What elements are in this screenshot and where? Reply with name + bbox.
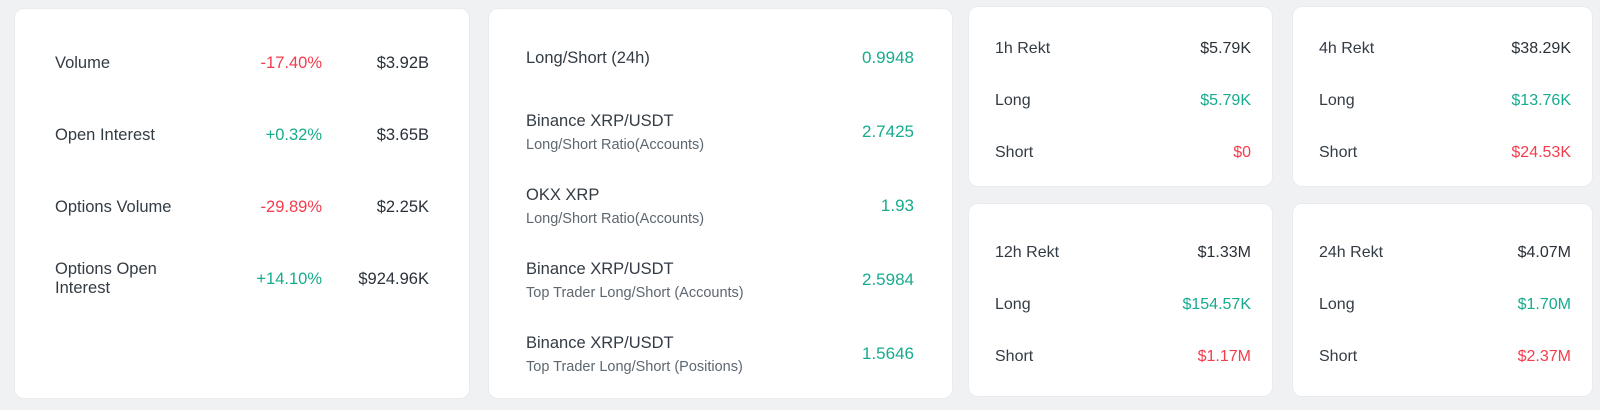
ratio-labels: OKX XRP Long/Short Ratio(Accounts): [526, 186, 881, 227]
ratio-label: OKX XRP: [526, 185, 600, 204]
rekt-short-value: $2.37M: [1517, 348, 1571, 365]
short-label: Short: [1319, 348, 1358, 365]
stat-change: +14.10%: [256, 269, 322, 288]
stat-row-open-interest: Open Interest +0.32% $3.65B: [55, 99, 429, 171]
market-stats-card: Volume -17.40% $3.92B Open Interest +0.3…: [14, 8, 470, 399]
rekt-card-12h: 12h Rekt $1.33M Long $154.57K Short $1.1…: [968, 203, 1273, 397]
rekt-short-value: $1.17M: [1197, 348, 1251, 365]
long-short-ratio-card: Long/Short (24h) 0.9948 Binance XRP/USDT…: [488, 8, 953, 399]
long-label: Long: [1319, 92, 1355, 109]
rekt-total: $1.33M: [1197, 244, 1251, 261]
long-label: Long: [995, 92, 1031, 109]
ratio-labels: Binance XRP/USDT Long/Short Ratio(Accoun…: [526, 112, 862, 153]
ratio-row-top-trader-accounts: Binance XRP/USDT Top Trader Long/Short (…: [526, 243, 914, 317]
ratio-value: 0.9948: [862, 48, 914, 67]
stat-row-options-open-interest: Options Open Interest +14.10% $924.96K: [55, 243, 429, 315]
ratio-labels: Binance XRP/USDT Top Trader Long/Short (…: [526, 334, 862, 375]
rekt-long-row: Long $154.57K: [995, 279, 1251, 331]
rekt-title: 24h Rekt: [1319, 244, 1384, 261]
ratio-sublabel: Top Trader Long/Short (Accounts): [526, 284, 744, 301]
ratio-value: 1.5646: [862, 344, 914, 363]
rekt-card-1h: 1h Rekt $5.79K Long $5.79K Short $0: [968, 6, 1273, 187]
stat-change: -29.89%: [260, 197, 322, 216]
rekt-long-row: Long $13.76K: [1319, 75, 1571, 127]
ratio-sublabel: Long/Short Ratio(Accounts): [526, 210, 705, 227]
ratio-value: 2.7425: [862, 122, 914, 141]
rekt-card-24h: 24h Rekt $4.07M Long $1.70M Short $2.37M: [1292, 203, 1593, 397]
rekt-short-row: Short $24.53K: [1319, 127, 1571, 179]
rekt-title-row: 12h Rekt $1.33M: [995, 227, 1251, 279]
rekt-short-row: Short $2.37M: [1319, 331, 1571, 383]
rekt-title-row: 4h Rekt $38.29K: [1319, 23, 1571, 75]
stat-value: $3.92B: [376, 53, 429, 72]
ratio-row-long-short-24h: Long/Short (24h) 0.9948: [526, 21, 914, 95]
rekt-total: $38.29K: [1511, 40, 1571, 57]
long-label: Long: [995, 296, 1031, 313]
rekt-title: 1h Rekt: [995, 40, 1051, 57]
ratio-row-okx-accounts: OKX XRP Long/Short Ratio(Accounts) 1.93: [526, 169, 914, 243]
rekt-short-row: Short $0: [995, 127, 1251, 179]
stat-value: $924.96K: [358, 269, 429, 288]
ratio-sublabel: Top Trader Long/Short (Positions): [526, 358, 743, 375]
ratio-row-binance-accounts: Binance XRP/USDT Long/Short Ratio(Accoun…: [526, 95, 914, 169]
rekt-long-value: $5.79K: [1200, 92, 1251, 109]
ratio-row-top-trader-positions: Binance XRP/USDT Top Trader Long/Short (…: [526, 317, 914, 391]
rekt-title: 4h Rekt: [1319, 40, 1375, 57]
rekt-title-row: 24h Rekt $4.07M: [1319, 227, 1571, 279]
stat-row-options-volume: Options Volume -29.89% $2.25K: [55, 171, 429, 243]
stat-value: $2.25K: [376, 197, 429, 216]
rekt-total: $5.79K: [1200, 40, 1251, 57]
rekt-long-value: $1.70M: [1517, 296, 1571, 313]
stat-value: $3.65B: [376, 125, 429, 144]
short-label: Short: [995, 144, 1034, 161]
stat-label: Options Open Interest: [55, 260, 157, 297]
stat-label: Options Volume: [55, 197, 172, 216]
rekt-short-value: $24.53K: [1511, 144, 1571, 161]
stat-label: Open Interest: [55, 125, 155, 144]
ratio-labels: Binance XRP/USDT Top Trader Long/Short (…: [526, 260, 862, 301]
rekt-long-row: Long $5.79K: [995, 75, 1251, 127]
stat-change: -17.40%: [260, 53, 322, 72]
ratio-value: 1.93: [880, 196, 914, 215]
stat-label: Volume: [55, 53, 111, 72]
ratio-label: Binance XRP/USDT: [526, 333, 674, 352]
ratio-label: Binance XRP/USDT: [526, 259, 674, 278]
rekt-short-value: $0: [1233, 144, 1251, 161]
ratio-labels: Long/Short (24h): [526, 49, 862, 68]
ratio-sublabel: Long/Short Ratio(Accounts): [526, 136, 705, 153]
rekt-card-4h: 4h Rekt $38.29K Long $13.76K Short $24.5…: [1292, 6, 1593, 187]
ratio-label: Long/Short (24h): [526, 48, 650, 67]
rekt-long-value: $13.76K: [1511, 92, 1571, 109]
rekt-short-row: Short $1.17M: [995, 331, 1251, 383]
stat-row-volume: Volume -17.40% $3.92B: [55, 27, 429, 99]
ratio-label: Binance XRP/USDT: [526, 111, 674, 130]
ratio-value: 2.5984: [862, 270, 914, 289]
rekt-long-row: Long $1.70M: [1319, 279, 1571, 331]
long-label: Long: [1319, 296, 1355, 313]
rekt-title: 12h Rekt: [995, 244, 1060, 261]
stat-change: +0.32%: [265, 125, 322, 144]
rekt-title-row: 1h Rekt $5.79K: [995, 23, 1251, 75]
short-label: Short: [1319, 144, 1358, 161]
rekt-total: $4.07M: [1517, 244, 1571, 261]
short-label: Short: [995, 348, 1034, 365]
rekt-long-value: $154.57K: [1182, 296, 1251, 313]
